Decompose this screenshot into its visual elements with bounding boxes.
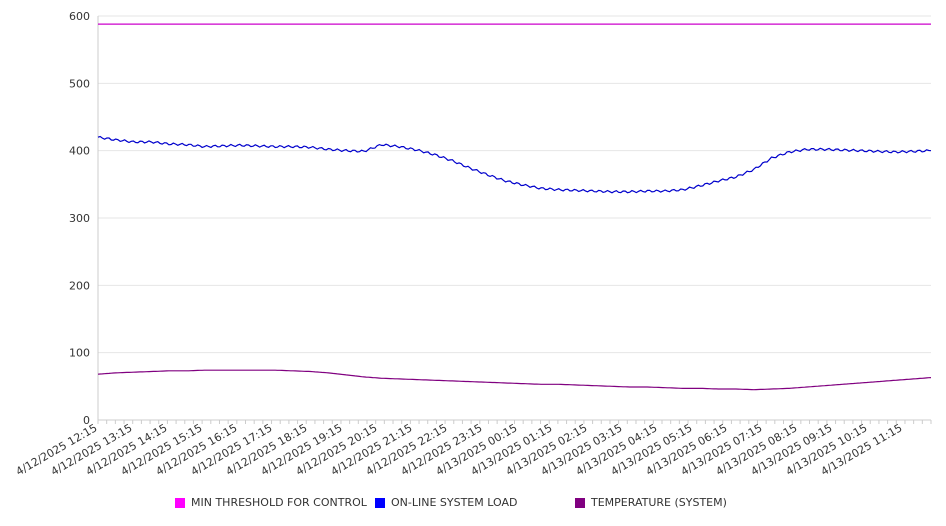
- series-lines: [97, 23, 932, 391]
- legend-label-temperature: TEMPERATURE (SYSTEM): [591, 496, 727, 509]
- y-tick-label-400: 400: [69, 145, 90, 158]
- legend-swatch-min-threshold: [175, 497, 185, 508]
- legend-label-system-load: ON-LINE SYSTEM LOAD: [391, 496, 518, 509]
- legend-item-min-threshold[interactable]: MIN THRESHOLD FOR CONTROL: [175, 496, 367, 509]
- y-tick-label-100: 100: [69, 347, 90, 360]
- y-axis-ticks: 0 100 200 300 400 500 600: [69, 10, 90, 427]
- series-line-1: [97, 135, 932, 194]
- legend: MIN THRESHOLD FOR CONTROL ON-LINE SYSTEM…: [0, 496, 946, 516]
- y-tick-label-500: 500: [69, 77, 90, 90]
- legend-item-temperature[interactable]: TEMPERATURE (SYSTEM): [575, 496, 727, 509]
- y-tick-label-600: 600: [69, 10, 90, 23]
- legend-swatch-system-load: [375, 497, 385, 508]
- legend-label-min-threshold: MIN THRESHOLD FOR CONTROL: [191, 496, 367, 509]
- y-tick-label-200: 200: [69, 279, 90, 292]
- x-axis-ticks: 4/12/2025 12:154/12/2025 13:154/12/2025 …: [14, 420, 932, 478]
- legend-swatch-temperature: [575, 497, 585, 508]
- gridlines: [98, 15, 931, 354]
- y-tick-label-0: 0: [83, 414, 90, 427]
- series-line-2: [97, 369, 932, 391]
- legend-item-system-load[interactable]: ON-LINE SYSTEM LOAD: [375, 496, 517, 509]
- y-tick-label-300: 300: [69, 212, 90, 225]
